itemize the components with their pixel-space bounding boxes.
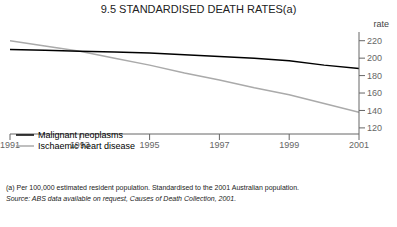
svg-text:1993: 1993 [70, 140, 90, 150]
svg-text:1995: 1995 [140, 140, 160, 150]
svg-text:180: 180 [367, 71, 382, 81]
svg-text:160: 160 [367, 88, 382, 98]
svg-text:1991: 1991 [8, 140, 20, 150]
svg-text:1997: 1997 [209, 140, 229, 150]
svg-text:220: 220 [367, 36, 382, 46]
svg-text:2001: 2001 [349, 140, 369, 150]
svg-text:120: 120 [367, 123, 382, 133]
svg-text:200: 200 [367, 53, 382, 63]
svg-text:1999: 1999 [279, 140, 299, 150]
svg-text:140: 140 [367, 106, 382, 116]
